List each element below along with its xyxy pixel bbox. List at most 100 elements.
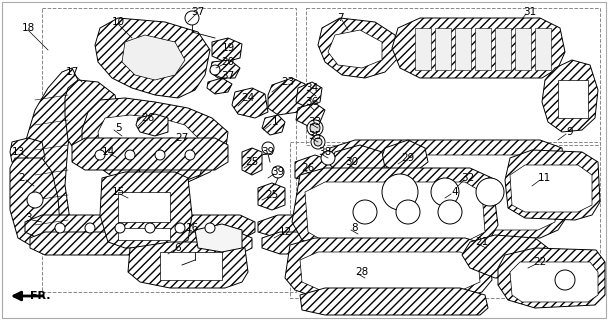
Text: 11: 11 [537, 173, 551, 183]
Text: 6: 6 [174, 243, 181, 253]
Polygon shape [305, 182, 485, 242]
Text: 35: 35 [308, 131, 322, 141]
Text: 30: 30 [345, 157, 359, 167]
Circle shape [145, 223, 155, 233]
Bar [118, 228, 170, 240]
Circle shape [155, 150, 165, 160]
Text: 13: 13 [12, 147, 25, 157]
Circle shape [115, 223, 125, 233]
Text: 8: 8 [351, 223, 358, 233]
Text: 19: 19 [221, 43, 235, 53]
Circle shape [310, 123, 320, 133]
Circle shape [210, 65, 220, 75]
Circle shape [55, 223, 65, 233]
Circle shape [307, 120, 323, 136]
Polygon shape [300, 252, 480, 290]
Text: 3: 3 [25, 213, 32, 223]
Text: 37: 37 [192, 7, 205, 17]
Polygon shape [258, 183, 285, 210]
Polygon shape [392, 18, 565, 78]
Bar [415, 28, 431, 70]
Polygon shape [72, 138, 228, 170]
Text: 7: 7 [337, 13, 344, 23]
Polygon shape [122, 35, 185, 80]
Circle shape [382, 174, 418, 210]
Polygon shape [10, 138, 45, 170]
Text: 14: 14 [102, 147, 115, 157]
Circle shape [185, 150, 195, 160]
Polygon shape [25, 215, 255, 240]
Polygon shape [318, 18, 398, 78]
Polygon shape [212, 38, 242, 62]
Text: 39: 39 [271, 167, 285, 177]
Text: 18: 18 [21, 23, 35, 33]
Text: 21: 21 [475, 237, 489, 247]
Bar [558, 80, 588, 118]
Text: 25: 25 [265, 190, 278, 200]
Polygon shape [10, 158, 60, 248]
Text: 24: 24 [241, 93, 255, 103]
Circle shape [175, 223, 185, 233]
Circle shape [125, 150, 135, 160]
Text: 23: 23 [282, 77, 295, 87]
Text: 22: 22 [533, 257, 547, 267]
Circle shape [321, 151, 335, 165]
Text: 39: 39 [261, 147, 275, 157]
Polygon shape [128, 242, 248, 288]
Circle shape [262, 142, 274, 154]
Text: 27: 27 [175, 133, 188, 143]
Polygon shape [462, 235, 548, 278]
Polygon shape [136, 114, 168, 136]
Circle shape [95, 150, 105, 160]
Circle shape [396, 200, 420, 224]
Text: 33: 33 [308, 117, 322, 127]
Polygon shape [268, 78, 308, 115]
Polygon shape [322, 140, 568, 238]
Text: 4: 4 [452, 187, 458, 197]
Text: 5: 5 [115, 123, 122, 133]
Text: FR.: FR. [30, 291, 50, 301]
Bar [358, 162, 386, 184]
Polygon shape [296, 103, 325, 126]
Text: 28: 28 [355, 267, 368, 277]
Polygon shape [262, 115, 285, 135]
Polygon shape [132, 138, 205, 182]
Polygon shape [295, 155, 335, 182]
Polygon shape [542, 60, 598, 132]
Text: 38: 38 [319, 147, 331, 157]
Polygon shape [210, 60, 240, 78]
Polygon shape [328, 30, 382, 68]
Circle shape [431, 178, 459, 206]
Bar [395, 162, 417, 180]
Polygon shape [100, 172, 192, 248]
Bar [118, 192, 170, 222]
Text: 20: 20 [221, 57, 235, 67]
Polygon shape [498, 248, 605, 308]
Polygon shape [285, 238, 492, 298]
Text: 34: 34 [305, 83, 319, 93]
Text: 26: 26 [142, 113, 154, 123]
Text: 1: 1 [272, 117, 278, 127]
Circle shape [27, 192, 43, 208]
Polygon shape [207, 78, 232, 94]
Polygon shape [82, 98, 228, 185]
Circle shape [438, 200, 462, 224]
Bar [160, 252, 222, 280]
Bar [306, 8, 600, 145]
Text: 2: 2 [19, 173, 26, 183]
Text: 10: 10 [111, 17, 125, 27]
Bar [535, 28, 551, 70]
Text: 26: 26 [302, 163, 314, 173]
Circle shape [476, 178, 504, 206]
Bar [475, 28, 491, 70]
Polygon shape [292, 168, 498, 250]
Polygon shape [30, 232, 252, 255]
Circle shape [185, 11, 199, 25]
Polygon shape [95, 18, 210, 98]
Circle shape [311, 135, 325, 149]
Text: 9: 9 [567, 127, 573, 137]
Text: 32: 32 [461, 173, 475, 183]
Polygon shape [232, 88, 268, 118]
Polygon shape [510, 262, 598, 302]
Polygon shape [195, 224, 242, 252]
